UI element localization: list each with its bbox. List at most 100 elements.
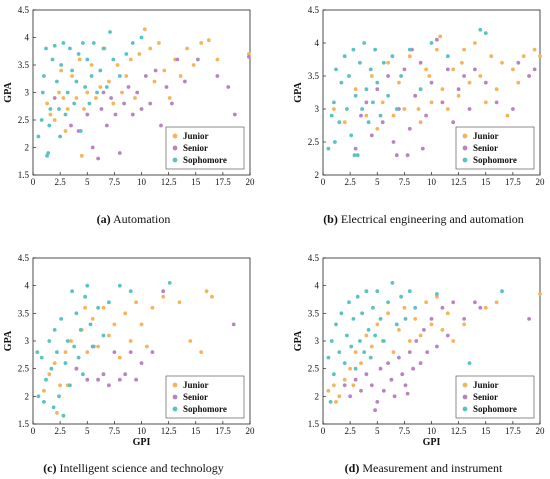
data-point (52, 361, 57, 365)
data-point (334, 67, 338, 72)
data-point (91, 41, 96, 45)
data-point (101, 305, 106, 310)
y-tick-label: 4 (315, 38, 320, 48)
legend: Junior Senior Sophomore (455, 375, 535, 419)
data-point (96, 377, 100, 382)
x-tick-label: 15 (191, 426, 201, 436)
data-point (57, 90, 61, 95)
data-point (378, 113, 383, 118)
data-point (369, 344, 374, 349)
legend-marker (172, 145, 178, 151)
legend-marker (462, 133, 468, 139)
data-point (440, 328, 445, 332)
data-point (61, 96, 66, 100)
data-point (36, 134, 41, 139)
panel-caption-letter: (c) (43, 461, 56, 475)
y-tick-label: 2.5 (18, 115, 30, 125)
x-tick-label: 5 (375, 426, 380, 436)
data-point (69, 123, 73, 128)
data-point (373, 47, 377, 52)
data-point (204, 289, 209, 294)
data-point (494, 300, 499, 305)
data-point (369, 383, 374, 388)
legend-label: Sophomore (183, 155, 227, 165)
legend-marker (172, 394, 178, 400)
data-point (378, 317, 383, 321)
data-point (68, 383, 72, 388)
data-point (429, 322, 434, 327)
data-point (128, 289, 133, 294)
data-point (435, 294, 439, 299)
data-point (371, 100, 375, 105)
x-tick-label: 15 (481, 177, 491, 187)
data-point (152, 79, 157, 84)
data-point (139, 361, 144, 365)
data-point (47, 123, 52, 128)
data-point (49, 366, 54, 371)
data-point (247, 52, 251, 56)
data-point (538, 292, 542, 296)
data-point (44, 377, 48, 382)
data-point (353, 366, 358, 371)
data-point (42, 388, 46, 393)
y-tick-label: 4.5 (308, 253, 320, 263)
data-point (42, 400, 46, 404)
data-point (98, 85, 103, 89)
data-point (164, 85, 169, 89)
panel-caption-text: Measurement and instrument (359, 461, 503, 475)
data-point (215, 57, 220, 62)
series-junior (326, 292, 542, 404)
data-point (397, 328, 401, 332)
data-point (422, 328, 426, 332)
data-point (413, 317, 418, 321)
legend-box (455, 126, 535, 170)
y-tick-label: 1.5 (308, 419, 320, 429)
data-point (445, 54, 450, 59)
data-point (72, 101, 77, 106)
x-tick-label: 17.5 (505, 177, 521, 187)
data-point (366, 328, 371, 332)
y-axis-label: GPA (293, 330, 304, 351)
data-point (70, 68, 74, 73)
data-point (438, 34, 443, 39)
legend-marker (462, 145, 468, 151)
data-point (57, 394, 61, 399)
data-point (460, 60, 464, 65)
chart-panel-2: 0 2.5 5 7.5 10 12.5 15 17.5 20 2 2.5 3 3.5 4 4.5 GPA Jun… (293, 5, 545, 226)
data-point (483, 305, 488, 310)
data-point (124, 74, 129, 78)
data-point (342, 383, 347, 388)
data-point (159, 123, 163, 128)
x-tick-label: 15 (191, 177, 201, 187)
data-point (368, 355, 373, 360)
data-point (128, 57, 133, 62)
data-point (76, 355, 81, 360)
data-point (394, 107, 399, 111)
data-point (113, 112, 118, 117)
data-point (85, 112, 90, 117)
data-point (362, 41, 367, 45)
data-point (39, 355, 44, 360)
data-point (353, 93, 358, 98)
y-tick-label: 4 (315, 281, 320, 291)
data-point (467, 361, 472, 365)
data-point (334, 400, 338, 404)
data-point (104, 123, 109, 128)
data-point (115, 63, 120, 67)
data-point (232, 112, 237, 117)
data-point (52, 43, 57, 48)
data-point (48, 112, 53, 117)
data-point (79, 153, 84, 158)
data-point (386, 93, 390, 98)
data-point (96, 305, 100, 310)
x-tick-label: 7.5 (399, 177, 411, 187)
data-point (88, 322, 93, 327)
data-point (83, 305, 87, 310)
data-point (117, 377, 122, 382)
data-point (483, 31, 488, 35)
data-point (364, 113, 369, 118)
data-point (418, 87, 423, 92)
data-point (161, 289, 166, 294)
data-point (373, 408, 377, 413)
